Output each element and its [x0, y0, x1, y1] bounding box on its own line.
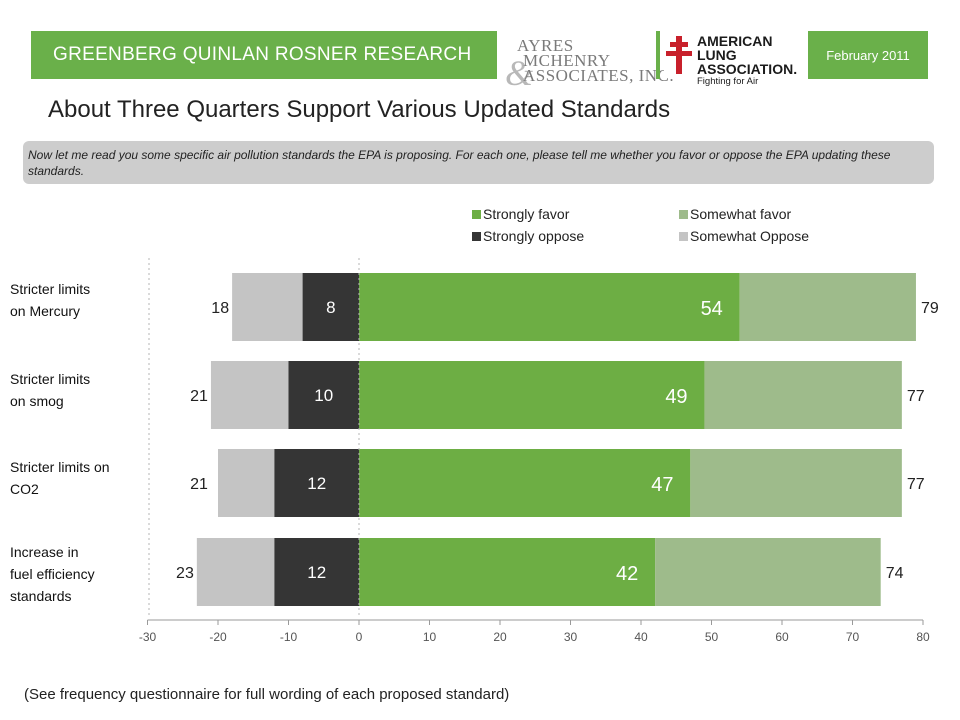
- total-favor-value-label: 79: [921, 300, 939, 317]
- total-favor-value-label: 74: [886, 565, 904, 582]
- bar-somewhat-oppose: [196, 538, 275, 606]
- chart-legend: Strongly favor Somewhat favor Strongly opp…: [472, 206, 809, 244]
- category-label-line: CO2: [10, 481, 39, 497]
- question-box: Now let me read you some specific air po…: [23, 141, 934, 184]
- category-label-line: standards: [10, 588, 72, 604]
- question-text: Now let me read you some specific air po…: [28, 148, 891, 178]
- bar-somewhat-favor: [739, 273, 916, 341]
- x-tick-label: 20: [493, 630, 507, 644]
- ala-line-2: LUNG: [697, 47, 737, 63]
- bar-strongly-oppose: [288, 361, 359, 429]
- legend-label: Somewhat Oppose: [690, 228, 809, 244]
- category-label-line: on smog: [10, 393, 64, 409]
- bar-strongly-favor: [359, 361, 705, 429]
- bar-group-3: 12 42 23 74: [176, 538, 904, 606]
- chart-bars: 8 54 18 79 10 49 21 77 12 47 21 77 12 42 23 74: [176, 273, 939, 606]
- legend-swatch: [679, 210, 688, 219]
- bar-group-1: 10 49 21 77: [190, 361, 925, 429]
- ala-green-stripe: [656, 31, 660, 79]
- bar-somewhat-favor: [690, 449, 902, 517]
- strongly-oppose-value-label: 8: [326, 298, 335, 317]
- footnote: (See frequency questionnaire for full wo…: [24, 686, 510, 703]
- gqr-header-band: GREENBERG QUINLAN ROSNER RESEARCH: [31, 31, 497, 79]
- legend-label: Somewhat favor: [690, 206, 791, 222]
- ayres-mchenry-logo: & AYRES MCHENRY ASSOCIATES, INC.: [505, 34, 674, 93]
- ala-line-3: ASSOCIATION.: [697, 61, 798, 77]
- date-text: February 2011: [826, 47, 910, 63]
- category-label-line: Stricter limits: [10, 371, 91, 387]
- strongly-oppose-value-label: 12: [307, 474, 326, 493]
- x-tick-label: -10: [280, 630, 298, 644]
- bar-group-0: 8 54 18 79: [211, 273, 939, 341]
- bar-strongly-favor: [359, 273, 740, 341]
- x-tick-label: -30: [139, 630, 157, 644]
- x-tick-label: 10: [423, 630, 437, 644]
- category-label: Stricter limits on Mercury: [10, 278, 90, 322]
- ayres-line-2: MCHENRY: [523, 51, 611, 70]
- total-favor-value-label: 77: [907, 388, 925, 405]
- ayres-line-3: ASSOCIATES, INC.: [523, 66, 675, 85]
- strongly-favor-value-label: 42: [616, 563, 638, 585]
- bar-strongly-oppose: [274, 449, 359, 517]
- gqr-logo-text: GREENBERG QUINLAN ROSNER RESEARCH: [53, 44, 472, 65]
- total-favor-value-label: 77: [907, 476, 925, 493]
- legend-label: Strongly favor: [483, 206, 570, 222]
- bar-strongly-oppose: [274, 538, 359, 606]
- total-oppose-value-label: 23: [176, 565, 194, 582]
- legend-swatch: [472, 232, 481, 241]
- x-tick-label: 80: [916, 630, 930, 644]
- category-label: Stricter limits on smog: [10, 368, 90, 412]
- bar-strongly-favor: [359, 449, 691, 517]
- total-oppose-value-label: 18: [211, 300, 229, 317]
- strongly-favor-value-label: 49: [665, 386, 687, 408]
- category-label-line: Stricter limits on: [10, 459, 110, 475]
- category-label-line: Increase in: [10, 544, 79, 560]
- category-label-line: Stricter limits: [10, 281, 91, 297]
- total-oppose-value-label: 21: [190, 476, 208, 493]
- x-axis: -30 -20 -10 0 10 20 30 40 50 60 70 80: [139, 258, 930, 644]
- legend-swatch: [679, 232, 688, 241]
- bar-group-2: 12 47 21 77: [190, 449, 925, 517]
- lorraine-cross-icon: [664, 33, 694, 77]
- bar-somewhat-oppose: [232, 273, 303, 341]
- x-tick-label: 50: [705, 630, 719, 644]
- ala-logo-text: AMERICAN LUNG ASSOCIATION. Fighting for …: [697, 34, 797, 87]
- bar-strongly-oppose: [302, 273, 359, 341]
- category-label-line: on Mercury: [10, 303, 81, 319]
- x-tick-label: 60: [775, 630, 789, 644]
- x-tick-label: 0: [356, 630, 363, 644]
- strongly-oppose-value-label: 12: [307, 563, 326, 582]
- total-oppose-value-label: 21: [190, 388, 208, 405]
- legend-label: Strongly oppose: [483, 228, 584, 244]
- ampersand-glyph: &: [505, 53, 534, 93]
- x-tick-label: 40: [634, 630, 648, 644]
- bar-somewhat-oppose: [210, 361, 289, 429]
- category-label: Increase in fuel efficiency standards: [10, 541, 95, 607]
- strongly-favor-value-label: 47: [651, 474, 673, 496]
- strongly-favor-value-label: 54: [701, 298, 723, 320]
- strongly-oppose-value-label: 10: [314, 386, 333, 405]
- x-tick-label: -20: [209, 630, 227, 644]
- legend-swatch: [472, 210, 481, 219]
- category-label-line: fuel efficiency: [10, 566, 95, 582]
- bar-strongly-favor: [359, 538, 656, 606]
- bar-somewhat-favor: [704, 361, 902, 429]
- ala-line-1: AMERICAN: [697, 33, 773, 49]
- date-badge: February 2011: [808, 31, 928, 79]
- page-title: About Three Quarters Support Various Upd…: [48, 96, 671, 123]
- ayres-line-1: AYRES: [517, 36, 574, 55]
- x-tick-label: 70: [846, 630, 860, 644]
- diverging-bar-chart: Strongly favor Somewhat favor Strongly opp…: [139, 206, 939, 644]
- x-tick-label: 30: [564, 630, 578, 644]
- category-label: Stricter limits on CO2: [10, 456, 110, 500]
- bar-somewhat-oppose: [218, 449, 275, 517]
- bar-somewhat-favor: [655, 538, 881, 606]
- ala-tagline: Fighting for Air: [697, 76, 759, 87]
